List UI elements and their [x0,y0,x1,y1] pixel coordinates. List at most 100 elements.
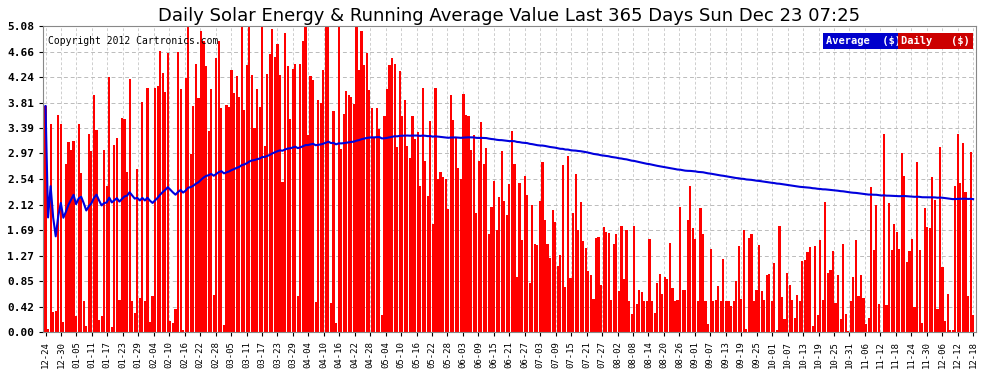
Bar [427,196,429,332]
Bar [592,298,595,332]
Bar [335,323,338,332]
Bar [883,134,885,332]
Bar [159,51,161,332]
Bar [663,278,666,332]
Bar [284,33,286,332]
Bar [80,173,82,332]
Bar [268,54,271,332]
Bar [687,220,689,332]
Bar [271,28,273,332]
Bar [939,147,941,332]
Bar [723,259,725,332]
Bar [814,246,816,332]
Bar [959,183,961,332]
Bar [898,249,900,332]
Bar [840,320,842,332]
Bar [151,296,153,332]
Bar [304,27,307,332]
Bar [365,53,367,332]
Bar [263,146,265,332]
Bar [386,89,388,332]
Bar [692,228,694,332]
Bar [205,66,207,332]
Bar [256,89,258,332]
Bar [383,116,385,332]
Bar [837,275,840,332]
Bar [615,234,618,332]
Bar [626,230,628,332]
Bar [689,186,691,332]
Bar [477,161,480,332]
Bar [844,314,846,332]
Title: Daily Solar Energy & Running Average Value Last 365 Days Sun Dec 23 07:25: Daily Solar Energy & Running Average Val… [158,7,860,25]
Bar [645,301,648,332]
Bar [137,169,139,332]
Bar [147,88,148,332]
Bar [239,97,241,332]
Bar [501,151,503,332]
Bar [789,285,791,332]
Bar [921,324,924,332]
Bar [758,245,760,332]
Bar [119,300,121,332]
Bar [488,234,490,332]
Bar [720,301,722,332]
Bar [634,226,636,332]
Bar [289,119,291,332]
Bar [422,88,424,332]
Bar [735,280,738,332]
Bar [98,320,100,332]
Bar [442,177,445,332]
Bar [511,131,513,332]
Bar [705,301,707,332]
Bar [350,97,352,332]
Bar [279,75,281,332]
Bar [600,285,602,332]
Bar [669,243,671,332]
Bar [139,298,141,332]
Bar [623,279,625,332]
Bar [967,296,969,332]
Bar [154,88,156,332]
Bar [842,244,844,332]
Bar [503,201,505,332]
Bar [82,301,85,332]
Bar [875,205,877,332]
Bar [113,145,116,332]
Bar [213,296,215,332]
Bar [862,298,864,332]
Bar [752,301,755,332]
Bar [101,316,103,332]
Bar [144,301,146,332]
Bar [827,273,829,332]
Bar [192,106,194,332]
Bar [694,239,696,332]
Bar [50,124,51,332]
Bar [440,172,442,332]
Bar [202,41,205,332]
Bar [435,88,437,332]
Bar [496,230,498,332]
Bar [363,64,365,332]
Bar [472,135,475,332]
Bar [949,330,951,332]
Bar [360,31,362,332]
Bar [532,205,534,332]
Bar [64,164,67,332]
Bar [870,188,872,332]
Bar [437,179,439,332]
Bar [57,115,59,332]
Bar [485,148,487,332]
Bar [896,232,898,332]
Bar [447,209,449,332]
Bar [124,119,126,332]
Bar [72,141,74,332]
Bar [373,138,375,332]
Bar [45,106,47,332]
Bar [809,247,811,332]
Bar [969,152,971,332]
Bar [129,79,131,332]
Bar [470,150,472,332]
Bar [750,234,752,332]
Bar [742,230,744,332]
